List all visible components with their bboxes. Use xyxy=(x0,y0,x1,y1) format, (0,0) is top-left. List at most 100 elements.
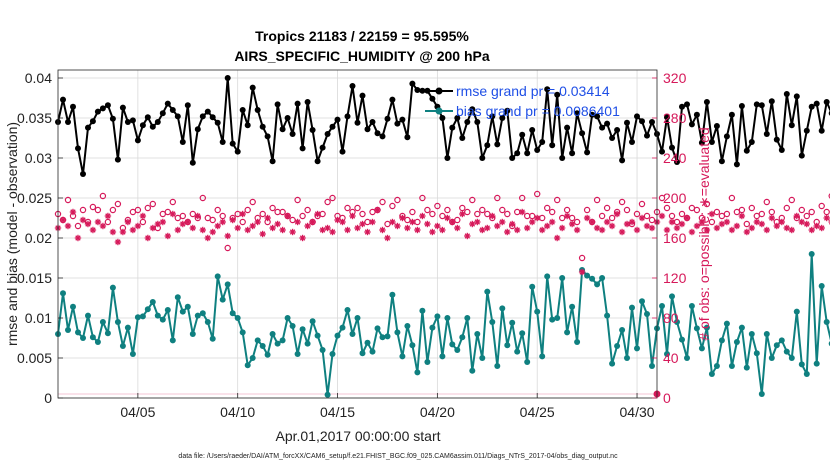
bias-point xyxy=(449,341,456,348)
obs-evaluated-point xyxy=(778,218,785,226)
bias-point xyxy=(748,331,755,337)
obs-evaluated-point xyxy=(429,228,436,236)
obs-evaluated-stroke xyxy=(70,209,76,215)
bias-point xyxy=(75,329,81,336)
obs-possible-point xyxy=(544,204,551,212)
rmse-point xyxy=(309,127,316,133)
bias-point xyxy=(179,308,186,315)
rmse-point xyxy=(698,139,705,146)
obs-evaluated-point xyxy=(209,228,216,236)
obs-possible-point xyxy=(294,196,301,204)
obs-evaluated-stroke xyxy=(439,227,446,233)
obs-evaluated-point xyxy=(119,228,127,236)
obs-evaluated-stroke xyxy=(719,221,725,227)
rmse-point xyxy=(339,148,346,155)
rmse-point xyxy=(639,118,645,125)
obs-possible-point xyxy=(224,244,231,252)
obs-evaluated-stroke xyxy=(190,225,196,231)
obs-evaluated-point xyxy=(124,218,132,226)
obs-evaluated-point xyxy=(229,216,236,224)
rmse-point xyxy=(564,124,571,131)
obs-evaluated-point xyxy=(673,224,681,232)
bias-point xyxy=(144,306,151,313)
bias-point xyxy=(519,330,526,337)
bias-point xyxy=(479,355,486,361)
rmse-point xyxy=(99,105,106,112)
bias-point xyxy=(229,310,236,317)
obs-evaluated-point xyxy=(813,222,820,230)
rmse-point xyxy=(514,150,521,157)
rmse-point xyxy=(559,155,566,161)
bias-point xyxy=(454,347,461,353)
obs-evaluated-point xyxy=(59,216,67,224)
rmse-point xyxy=(723,133,730,140)
obs-evaluated-stroke xyxy=(494,223,500,229)
obs-evaluated-stroke xyxy=(279,227,286,233)
obs-evaluated-stroke xyxy=(115,239,121,245)
obs-evaluated-stroke xyxy=(444,215,451,221)
rmse-point xyxy=(823,99,830,105)
bias-point xyxy=(604,312,611,319)
obs-possible-point xyxy=(763,198,771,206)
bias-point xyxy=(404,323,411,329)
rmse-point xyxy=(85,124,91,131)
x-tick-label: 04/10 xyxy=(220,404,255,420)
obs-evaluated-point xyxy=(728,226,736,234)
bias-point xyxy=(60,290,66,297)
obs-evaluated-stroke xyxy=(764,227,770,233)
rmse-point xyxy=(679,103,685,110)
rmse-point xyxy=(264,133,271,140)
rmse-point xyxy=(274,101,281,108)
obs-evaluated-stroke xyxy=(254,219,261,225)
obs-evaluated-point xyxy=(314,210,321,218)
bias-point xyxy=(464,315,471,321)
obs-possible-point xyxy=(94,206,102,214)
rmse-point xyxy=(768,98,775,105)
rmse-point xyxy=(479,155,486,161)
obs-possible-point xyxy=(593,196,601,204)
obs-evaluated-point xyxy=(818,224,825,232)
obs-evaluated-stroke xyxy=(379,227,386,233)
obs-evaluated-point xyxy=(294,218,301,226)
obs-evaluated-point xyxy=(69,208,77,216)
bias-point xyxy=(674,319,680,325)
obs-evaluated-point xyxy=(244,226,251,234)
bias-point xyxy=(99,319,106,325)
obs-evaluated-point xyxy=(494,222,501,230)
obs-evaluated-point xyxy=(678,220,686,228)
obs-possible-point xyxy=(359,210,366,218)
obs-possible-point xyxy=(329,194,336,202)
obs-evaluated-stroke xyxy=(699,219,705,225)
axes-layer: 04/05 04/10 04/15 04/20 04/25 04/30 0 0.005 0.01… xyxy=(17,70,687,420)
obs-evaluated-stroke xyxy=(369,219,376,225)
rmse-point xyxy=(728,111,735,118)
obs-possible-point xyxy=(808,208,815,216)
obs-evaluated-stroke xyxy=(175,227,181,233)
x-tick-label: 04/20 xyxy=(420,404,455,420)
obs-evaluated-stroke xyxy=(504,229,510,235)
obs-evaluated-stroke xyxy=(819,225,825,231)
obs-evaluated-stroke xyxy=(554,235,560,241)
bias-point xyxy=(349,331,356,337)
obs-possible-point xyxy=(79,206,87,214)
obs-evaluated-point xyxy=(189,224,196,232)
obs-evaluated-point xyxy=(783,224,790,232)
obs-possible-point xyxy=(434,202,441,210)
obs-evaluated-point xyxy=(553,234,561,242)
bias-point xyxy=(813,360,820,367)
rmse-point xyxy=(509,155,516,161)
bias-point xyxy=(599,275,606,281)
bias-point xyxy=(484,288,491,295)
legend-rmse-marker xyxy=(435,87,443,95)
obs-evaluated-point xyxy=(773,222,780,230)
obs-evaluated-point xyxy=(354,224,361,232)
obs-possible-point xyxy=(74,222,82,230)
y-axis-label-right: # of obs: o=possible; ∗=evaluated xyxy=(696,127,712,340)
obs-possible-point xyxy=(324,198,331,206)
obs-evaluated-stroke xyxy=(624,221,630,227)
obs-evaluated-stroke xyxy=(180,221,186,227)
obs-evaluated-stroke xyxy=(639,215,645,221)
bias-point xyxy=(708,371,715,377)
rmse-point xyxy=(489,113,496,120)
obs-evaluated-point xyxy=(504,228,511,236)
